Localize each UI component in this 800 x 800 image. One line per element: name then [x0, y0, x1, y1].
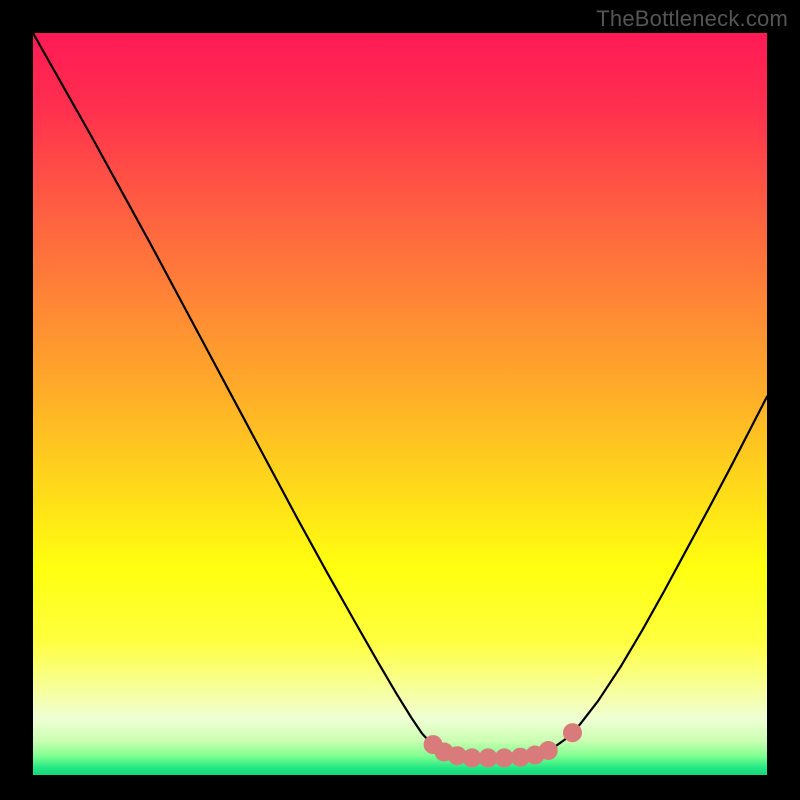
- attribution-label: TheBottleneck.com: [596, 6, 788, 32]
- marker-dot: [563, 723, 582, 742]
- marker-dot: [495, 748, 514, 767]
- plot-area: [33, 33, 767, 775]
- chart-container: TheBottleneck.com: [0, 0, 800, 800]
- marker-dot: [539, 741, 558, 760]
- bottleneck-chart-svg: [0, 0, 800, 800]
- marker-dot: [479, 748, 498, 767]
